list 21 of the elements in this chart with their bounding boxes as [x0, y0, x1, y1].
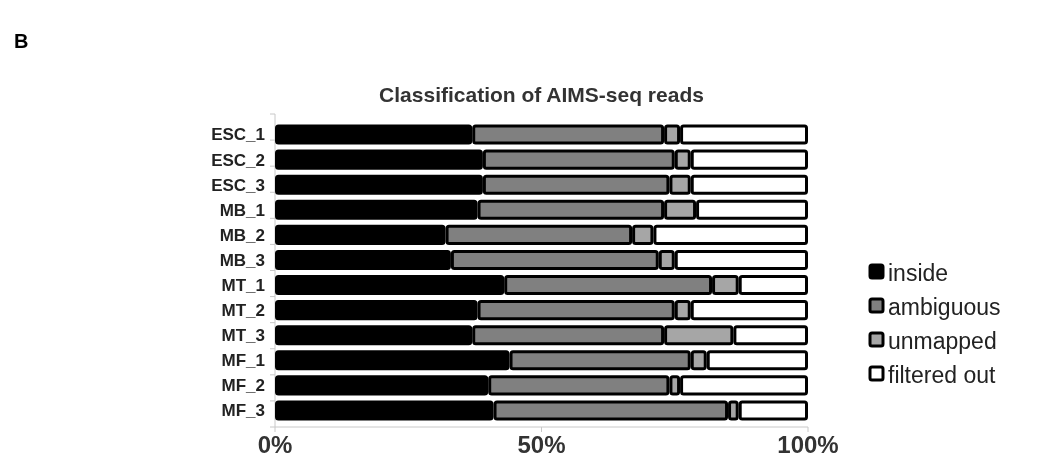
- y-tick-label: MB_1: [219, 200, 265, 220]
- y-tick-label: MT_2: [221, 301, 265, 321]
- y-tick-label: MT_3: [221, 326, 265, 346]
- legend-label: filtered out: [888, 362, 997, 389]
- x-tick-label: 0%: [257, 431, 293, 458]
- x-tick-label: 100%: [777, 431, 839, 458]
- y-tick-label: ESC_2: [211, 150, 265, 170]
- y-tick-label: MF_2: [221, 376, 265, 396]
- y-tick-label: MF_3: [221, 401, 265, 421]
- y-tick-label: MT_1: [221, 275, 265, 295]
- y-tick-label: MB_2: [219, 225, 265, 245]
- y-tick-label: MB_3: [219, 250, 265, 270]
- x-tick-label: 50%: [517, 431, 566, 458]
- chart-title: Classification of AIMS-seq reads: [379, 83, 704, 106]
- y-tick-label: ESC_3: [211, 175, 265, 195]
- legend-label: inside: [888, 260, 949, 287]
- legend-label: ambiguous: [888, 294, 1001, 321]
- y-tick-label: MF_1: [221, 351, 265, 371]
- y-tick-label: ESC_1: [211, 125, 265, 145]
- legend-label: unmapped: [888, 328, 997, 355]
- text: B: [14, 30, 29, 52]
